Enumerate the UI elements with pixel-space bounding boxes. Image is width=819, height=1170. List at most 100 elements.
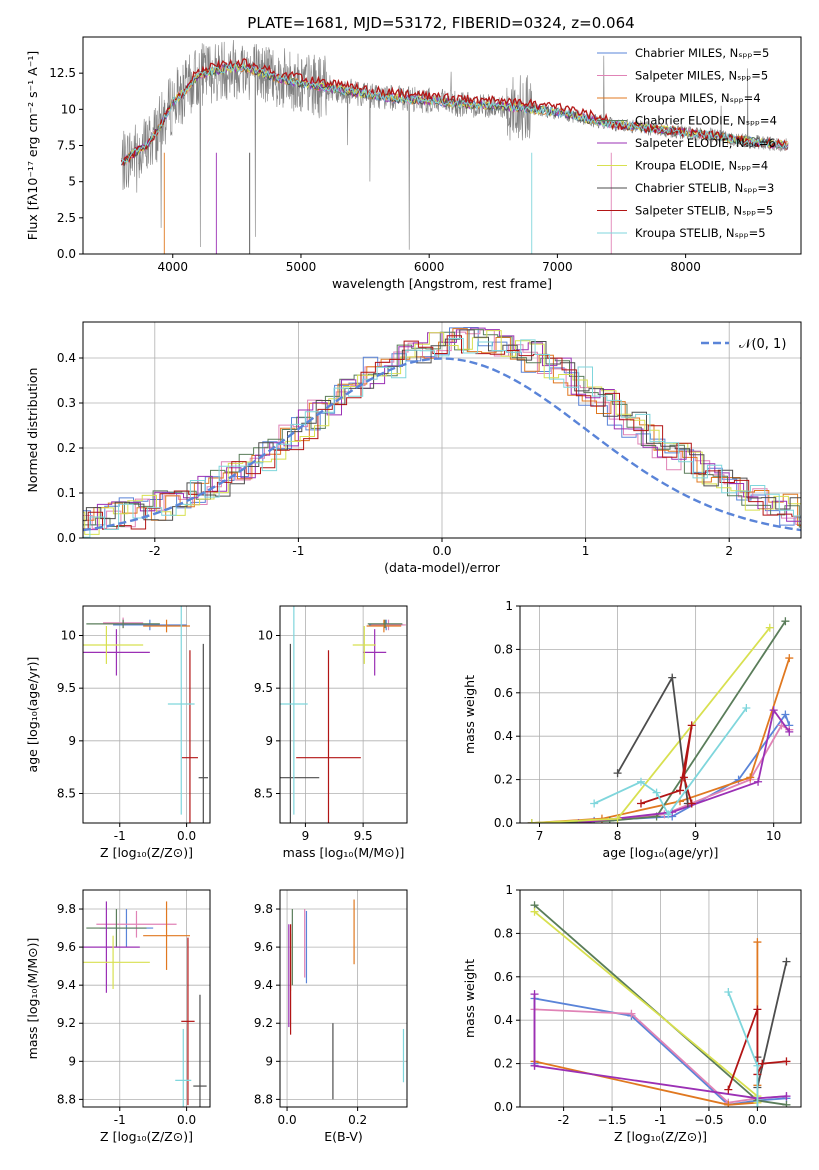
data-point — [781, 710, 790, 719]
y-tick-label: 2.5 — [57, 211, 76, 225]
mass-vs-metallicity-panel: -1 0.0 8.8 9 9.2 9.4 9.6 9.8 Z [log₁₀(Z/Z⊙)] mass… — [25, 889, 211, 1144]
data-point — [679, 773, 688, 782]
legend-label: 𝒩(0, 1) — [739, 337, 786, 352]
y-tick-label: 10 — [61, 102, 76, 116]
x-tick-label: 0.0 — [177, 829, 196, 843]
x-tick-label: 0.2 — [348, 1113, 367, 1127]
data-point — [782, 1057, 791, 1066]
data-point — [758, 1059, 767, 1068]
y-axis-label: age [log₁₀(age/yr)] — [25, 657, 40, 773]
data-point — [785, 727, 794, 736]
x-tick-label: 2 — [725, 544, 733, 558]
mass-weight-line — [533, 911, 759, 1103]
y-tick-label: 0.6 — [494, 970, 513, 984]
mass-weight-line — [756, 961, 788, 1088]
legend-label: Salpeter ELODIE, Nₛₚₚ=6 — [635, 136, 776, 150]
x-tick-label: 10 — [766, 829, 781, 843]
x-tick-label: -1 — [114, 1113, 126, 1127]
data-point — [676, 786, 685, 795]
model-spectrum — [121, 61, 789, 165]
x-tick-label: 7 — [536, 829, 544, 843]
y-tick-label: 12.5 — [49, 66, 76, 80]
y-tick-label: 0.4 — [57, 351, 76, 365]
y-tick-label: 9 — [68, 1054, 76, 1068]
plot-area — [520, 605, 801, 824]
marks — [83, 606, 208, 823]
mass-weight-line — [534, 942, 759, 1106]
data-point — [753, 1005, 762, 1014]
y-axis-label: Flux [fλ10⁻¹⁷ erg cm⁻² s⁻¹ A⁻¹] — [25, 51, 40, 240]
x-axis-label: age [log₁₀(age/yr)] — [603, 845, 719, 860]
residual-histogram — [83, 328, 801, 526]
y-tick-label: 0.4 — [494, 729, 513, 743]
data-point — [765, 623, 774, 632]
y-tick-label: 9.5 — [254, 681, 273, 695]
axes-frame — [279, 605, 408, 824]
data-point — [781, 617, 790, 626]
x-tick-label: -1 — [114, 829, 126, 843]
data-point — [530, 907, 539, 916]
marks — [288, 899, 405, 1100]
x-axis-label: E(B-V) — [324, 1129, 363, 1144]
plot-area — [83, 890, 210, 1107]
data-point — [753, 938, 762, 947]
y-axis-label: mass [log₁₀(M/M⊙)] — [25, 938, 40, 1060]
y-tick-label: 0.8 — [494, 926, 513, 940]
x-tick-label: 9 — [692, 829, 700, 843]
y-tick-label: 9.4 — [254, 978, 273, 992]
y-tick-label: 0.0 — [494, 816, 513, 830]
data-point — [636, 799, 645, 808]
data-point — [785, 654, 794, 663]
y-tick-label: 8.5 — [57, 787, 76, 801]
y-axis-label: Normed distribution — [25, 368, 40, 493]
data-point — [782, 957, 791, 966]
y-tick-label: 8.8 — [57, 1092, 76, 1106]
y-tick-label: 7.5 — [57, 139, 76, 153]
y-tick-label: 0.0 — [57, 247, 76, 261]
plot-area — [83, 606, 210, 823]
marks — [527, 617, 794, 823]
y-tick-label: 0.0 — [494, 1100, 513, 1114]
residual-histogram — [83, 329, 801, 528]
marks — [530, 901, 791, 1107]
data-point — [668, 673, 677, 682]
y-tick-label: 9.6 — [254, 940, 273, 954]
data-point — [753, 1103, 762, 1107]
mass-weight-line — [531, 712, 791, 823]
legend-label: Kroupa STELIB, Nₛₚₚ=5 — [635, 226, 766, 240]
axes-frame — [519, 605, 802, 824]
y-tick-label: 8.8 — [254, 1092, 273, 1106]
data-point — [530, 1061, 539, 1070]
legend-label: Kroupa MILES, Nₛₚₚ=4 — [635, 91, 761, 105]
x-tick-label: -2 — [149, 544, 161, 558]
y-tick-label: 9.8 — [254, 902, 273, 916]
y-axis-label: mass weight — [462, 675, 477, 754]
age-vs-metallicity-panel: -1 0.0 8.5 9 9.5 10 Z [log₁₀(Z/Z⊙)] age [log₁₀(… — [25, 605, 211, 860]
x-axis-label: Z [log₁₀(Z/Z⊙)] — [614, 1129, 707, 1144]
x-tick-label: 7000 — [542, 260, 573, 274]
marks — [83, 901, 207, 1107]
y-tick-label: 0.6 — [494, 686, 513, 700]
data-point — [627, 1009, 636, 1018]
legend-label: Chabrier ELODIE, Nₛₚₚ=4 — [635, 114, 777, 128]
data-point — [636, 777, 645, 786]
legend-label: Chabrier STELIB, Nₛₚₚ=3 — [635, 181, 774, 195]
x-tick-label: 1 — [582, 544, 590, 558]
y-axis-label: mass weight — [462, 959, 477, 1038]
data-point — [742, 703, 751, 712]
y-tick-label: 9.8 — [57, 902, 76, 916]
x-tick-label: 8 — [614, 829, 622, 843]
x-tick-label: 4000 — [157, 260, 188, 274]
axes-frame — [82, 605, 211, 824]
data-point — [590, 799, 599, 808]
x-tick-label: -1 — [292, 544, 304, 558]
x-tick-label: 9.5 — [354, 829, 373, 843]
data-point — [613, 814, 622, 823]
y-tick-label: 9.2 — [57, 1016, 76, 1030]
axes-frame — [82, 889, 211, 1108]
residual-histogram — [83, 329, 801, 522]
axes-frame — [279, 889, 408, 1108]
x-axis-label: Z [log₁₀(Z/Z⊙)] — [100, 1129, 193, 1144]
x-axis-label: mass [log₁₀(M/M⊙)] — [283, 845, 405, 860]
